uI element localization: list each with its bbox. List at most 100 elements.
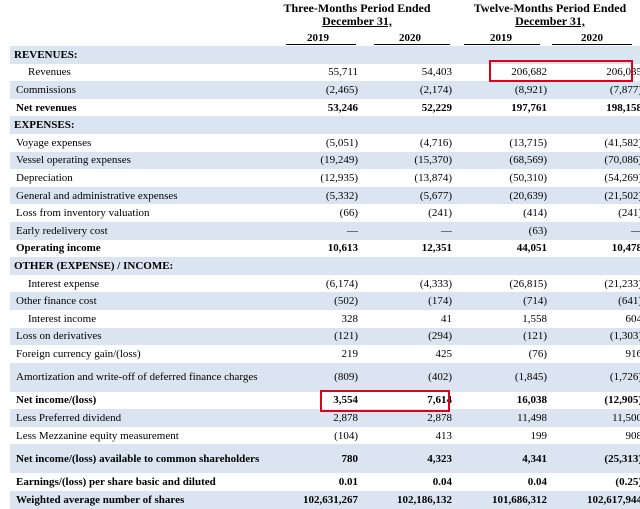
row-label-amortization-and-write-off-of-deferred-finance-charges: Amortization and write-off of deferred f… xyxy=(10,362,282,392)
cell-value xyxy=(282,46,362,64)
cell-value: 4,341 xyxy=(456,444,551,474)
table-row: Loss on derivatives (121) (294) (121) (1,303… xyxy=(10,327,640,346)
cell-value: (5,051) xyxy=(325,136,358,149)
table-row: Less Preferred dividend 2,878 2,878 11,498 1… xyxy=(10,409,640,427)
row-label-revenues: Revenues xyxy=(28,66,71,79)
table-row: Weighted average number of shares 102,631… xyxy=(10,491,640,509)
cell-value: (294) xyxy=(362,327,456,346)
cell-value: 0.04 xyxy=(432,476,452,489)
table-header: Three-Months Period Ended December 31, T… xyxy=(0,0,640,45)
table-row: Net income/(loss) available to common sh… xyxy=(10,444,640,474)
cell-value: (15,370) xyxy=(362,151,456,170)
cell-value: 53,246 xyxy=(327,101,358,114)
cell-value: 328 xyxy=(341,312,359,325)
table-row: Vessel operating expenses (19,249) (15,370… xyxy=(10,151,640,170)
cell-value: (63) xyxy=(456,221,551,240)
income-statement-table: REVENUES: Revenues 55,711 54,403 206,682 206,… xyxy=(10,46,640,509)
row-label-less-preferred-dividend: Less Preferred dividend xyxy=(10,409,282,427)
year-divider xyxy=(552,44,632,45)
cell-value xyxy=(282,257,362,275)
cell-value: (1,726) xyxy=(551,362,640,392)
cell-value: (1,845) xyxy=(456,362,551,392)
cell-value: (4,716) xyxy=(419,136,452,149)
cell-value: (502) xyxy=(282,292,362,310)
three-months-title: Three-Months Period Ended xyxy=(283,1,431,15)
table-row: Commissions (2,465) (2,174) (8,921) (7,877) xyxy=(10,81,640,99)
row-label-vessel-operating-expenses: Vessel operating expenses xyxy=(10,151,282,170)
table-row: Interest income 328 41 1,558 604 xyxy=(10,310,640,328)
cell-value: — xyxy=(551,221,640,240)
table-row: Early redelivery cost——(63)— xyxy=(10,221,640,240)
table-row: Voyage expenses (5,051) (4,716) (13,715) (41… xyxy=(10,134,640,152)
year-header-y-2020: 2020 xyxy=(581,32,603,44)
cell-value: (12,905) xyxy=(604,394,640,407)
cell-value xyxy=(362,116,456,134)
three-months-header: Three-Months Period Ended December 31, xyxy=(272,2,442,28)
cell-value: (19,249) xyxy=(282,151,362,170)
cell-value: 197,761 xyxy=(511,101,547,114)
cell-value: 44,051 xyxy=(516,242,547,255)
row-label-revenues: REVENUES: xyxy=(10,46,282,64)
cell-value: 7,614 xyxy=(427,394,452,407)
twelve-months-date: December 31, xyxy=(515,14,585,28)
highlight-net-income-three-months xyxy=(320,390,450,412)
year-divider xyxy=(374,44,450,45)
table-row: REVENUES: xyxy=(10,46,640,64)
cell-value: (13,874) xyxy=(414,171,452,184)
table-row: Loss from inventory valuation (66) (241) (4… xyxy=(10,204,640,222)
cell-value: (1,303) xyxy=(551,327,640,346)
table-row: Interest expense (6,174) (4,333) (26,815) (2… xyxy=(10,275,640,293)
cell-value: (13,715) xyxy=(509,136,547,149)
cell-value: (21,233) xyxy=(604,277,640,290)
cell-value: 425 xyxy=(435,347,453,360)
row-label-loss-on-derivatives: Loss on derivatives xyxy=(10,327,282,346)
cell-value: (174) xyxy=(362,292,456,310)
cell-value: (5,677) xyxy=(362,186,456,205)
row-label-less-mezzanine-equity-measurement: Less Mezzanine equity measurement xyxy=(16,429,179,442)
cell-value: 198,158 xyxy=(606,101,640,114)
table-row: Less Mezzanine equity measurement (104) 41… xyxy=(10,427,640,445)
table-row: Net income/(loss) 3,554 7,614 16,038 (12,905… xyxy=(10,392,640,410)
cell-value: 908 xyxy=(625,429,640,442)
cell-value: (4,333) xyxy=(419,277,452,290)
cell-value: (241) xyxy=(618,207,640,220)
row-label-commissions: Commissions xyxy=(10,81,282,99)
twelve-months-title: Twelve-Months Period Ended xyxy=(473,1,627,15)
cell-value: 10,478 xyxy=(611,242,640,255)
row-label-depreciation: Depreciation xyxy=(16,171,73,184)
cell-value: (241) xyxy=(428,207,452,220)
cell-value xyxy=(456,46,551,64)
row-label-net-revenues: Net revenues xyxy=(16,101,77,114)
table-row: Amortization and write-off of deferred f… xyxy=(10,362,640,392)
row-label-loss-from-inventory-valuation: Loss from inventory valuation xyxy=(16,207,150,220)
cell-value: 102,186,132 xyxy=(362,491,456,509)
cell-value: 11,498 xyxy=(456,409,551,427)
cell-value: 3,554 xyxy=(333,394,358,407)
cell-value: 102,617,944 xyxy=(551,491,640,509)
row-label-operating-income: Operating income xyxy=(16,242,101,255)
cell-value: (50,310) xyxy=(509,171,547,184)
row-label-net-income-loss-available-to-common-shareholders: Net income/(loss) available to common sh… xyxy=(10,444,282,474)
table-row: Earnings/(loss) per share basic and dilu… xyxy=(10,473,640,491)
cell-value: (414) xyxy=(523,207,547,220)
cell-value: (714) xyxy=(456,292,551,310)
cell-value: (641) xyxy=(551,292,640,310)
cell-value: 199 xyxy=(530,429,548,442)
cell-value: 0.01 xyxy=(338,476,358,489)
cell-value xyxy=(551,257,640,275)
year-header-q-2020: 2020 xyxy=(399,32,421,44)
cell-value: (121) xyxy=(456,327,551,346)
cell-value: (402) xyxy=(362,362,456,392)
cell-value: (809) xyxy=(282,362,362,392)
table-row: Other finance cost (502) (174) (714) (641) xyxy=(10,292,640,310)
year-divider xyxy=(464,44,540,45)
twelve-months-header: Twelve-Months Period Ended December 31, xyxy=(462,2,638,28)
cell-value: (20,639) xyxy=(456,186,551,205)
cell-value: 413 xyxy=(435,429,453,442)
cell-value xyxy=(362,257,456,275)
cell-value: 0.04 xyxy=(527,476,547,489)
row-label-early-redelivery-cost: Early redelivery cost xyxy=(10,221,282,240)
cell-value: 2,878 xyxy=(282,409,362,427)
cell-value: 12,351 xyxy=(421,242,452,255)
cell-value xyxy=(456,257,551,275)
